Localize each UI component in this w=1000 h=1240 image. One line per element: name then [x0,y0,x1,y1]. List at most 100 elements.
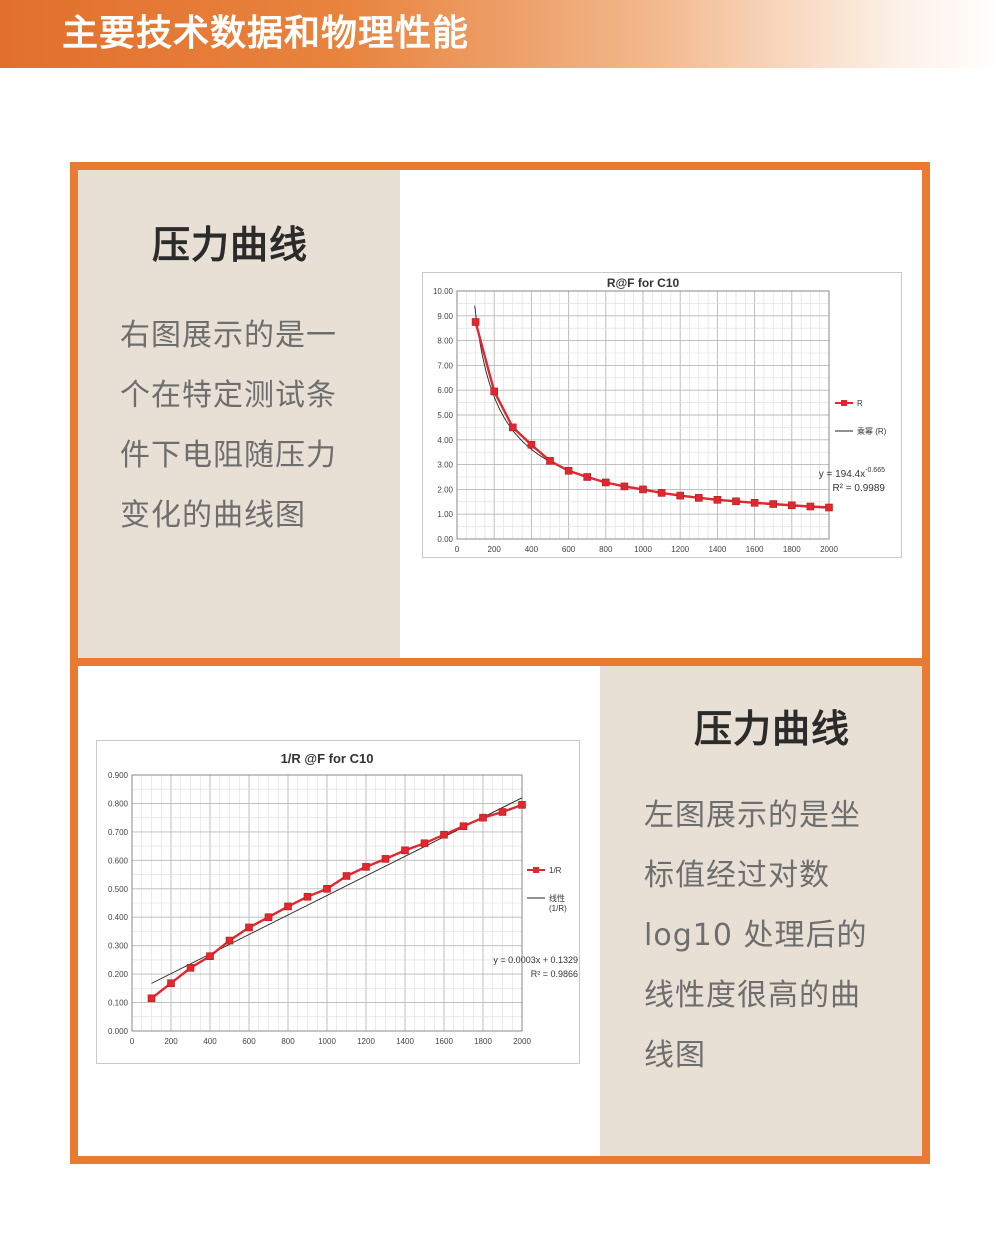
x-tick-label: 1800 [783,545,801,554]
y-tick-label: 0.900 [108,771,129,780]
data-point [825,503,833,512]
y-tick-label: 6.00 [437,386,453,395]
trend-equation: y = 0.0003x + 0.1329 [493,955,578,965]
data-point [342,872,351,880]
data-point [471,318,480,326]
y-tick-label: 3.00 [437,461,453,470]
data-point [694,494,703,502]
data-point [602,478,610,487]
data-point [284,902,292,911]
y-tick-label: 0.00 [437,535,453,544]
section1-description: 右图展示的是一 个在特定测试条 件下电阻随压力 变化的曲线图 [120,306,337,546]
data-point [509,423,517,432]
data-point [206,952,214,960]
section2-heading: 压力曲线 [694,707,851,751]
chart2-container: 1/R @F for C10 0.000 0.100 0.200 0.300 0.400 0… [96,740,580,1064]
section1-chart-panel: R@F for C10 0.00 1.00 2.00 3.00 4.00 5.00 6.00 7… [400,170,922,658]
chart-r-vs-force: R@F for C10 0.00 1.00 2.00 3.00 4.00 5.00 6.00 7… [433,276,887,554]
y-tick-label: 0.000 [108,1027,129,1036]
legend-series-marker [533,867,539,873]
desc-line: 变化的曲线图 [120,498,306,533]
page-title: 主要技术数据和物理性能 [62,13,470,54]
legend-trend-label: 线性 [549,893,565,903]
x-tick-label: 1400 [709,545,727,554]
data-point [225,936,234,945]
y-tick-label: 9.00 [437,312,453,321]
x-tick-label: 1200 [357,1037,375,1046]
x-tick-label: 1800 [474,1037,492,1046]
x-tick-label: 1200 [671,545,689,554]
y-tick-label: 7.00 [437,361,453,370]
header-banner: 主要技术数据和物理性能 [0,0,1000,68]
chart-title: R@F for C10 [607,276,680,290]
data-point [186,964,195,972]
data-point [498,808,507,816]
data-point [167,979,175,988]
y-tick-label: 1.00 [437,510,453,519]
data-point [147,994,156,1003]
y-tick-label: 0.800 [108,799,129,808]
data-point [713,496,722,504]
data-point [518,801,526,809]
data-point [323,884,331,893]
x-tick-label: 1600 [746,545,764,554]
data-point [639,485,647,494]
desc-line: 件下电阻随压力 [120,438,337,473]
desc-line: 右图展示的是一 [120,318,337,353]
y-tick-label: 2.00 [437,485,453,494]
data-point [381,855,390,863]
legend-trend-label: (1/R) [549,904,567,913]
x-tick-label: 200 [488,545,502,554]
data-point [546,457,554,465]
desc-line: 标值经过对数 [644,858,830,893]
x-tick-label: 1600 [435,1037,453,1046]
data-point [490,387,498,396]
x-tick-label: 2000 [513,1037,531,1046]
data-point [806,502,815,511]
x-tick-label: 400 [203,1037,217,1046]
legend-series-label: 1/R [549,866,562,875]
data-point [657,489,666,497]
data-point [459,822,468,830]
y-tick-label: 8.00 [437,337,453,346]
y-tick-label: 0.700 [108,828,129,837]
chart1-container: R@F for C10 0.00 1.00 2.00 3.00 4.00 5.00 6.00 7… [422,272,902,558]
data-point [564,467,573,475]
chart-inverse-r-vs-force: 1/R @F for C10 0.000 0.100 0.200 0.300 0.400 0… [108,751,578,1046]
trendline [474,305,829,509]
trend-r-squared: R² = 0.9866 [531,969,578,979]
data-point [583,473,591,481]
data-point [769,500,778,508]
data-point [787,501,796,510]
data-point [264,913,273,922]
x-tick-label: 800 [281,1037,295,1046]
x-tick-label: 400 [525,545,539,554]
data-point [440,830,448,839]
data-point [303,892,312,901]
desc-line: 左图展示的是坐 [644,798,861,833]
section2-text-panel: 压力曲线 左图展示的是坐 标值经过对数 log10 处理后的 线性度很高的曲 线… [600,666,922,1156]
x-tick-label: 0 [455,545,460,554]
legend-series-marker [841,400,847,406]
trend-equation: y = 194.4x-0.665 [819,467,885,480]
data-point [676,491,684,500]
data-point [750,498,759,507]
section2-description: 左图展示的是坐 标值经过对数 log10 处理后的 线性度很高的曲 线图 [644,786,867,1086]
data-point [420,839,429,848]
desc-line: 线性度很高的曲 [644,978,861,1013]
plot-area-border [456,290,830,540]
y-tick-label: 0.600 [108,856,129,865]
x-tick-label: 1000 [634,545,652,554]
section2-chart-panel: 1/R @F for C10 0.000 0.100 0.200 0.300 0.400 0… [78,666,600,1156]
y-tick-label: 0.400 [108,913,129,922]
y-tick-label: 0.200 [108,970,129,979]
x-tick-label: 0 [130,1037,135,1046]
chart-title: 1/R @F for C10 [281,751,374,766]
desc-line: 线图 [644,1038,706,1073]
x-tick-label: 600 [562,545,576,554]
data-point [245,923,253,932]
data-point [479,813,487,822]
data-point [620,482,629,491]
desc-line: log10 处理后的 [644,918,868,953]
x-tick-label: 2000 [820,545,838,554]
